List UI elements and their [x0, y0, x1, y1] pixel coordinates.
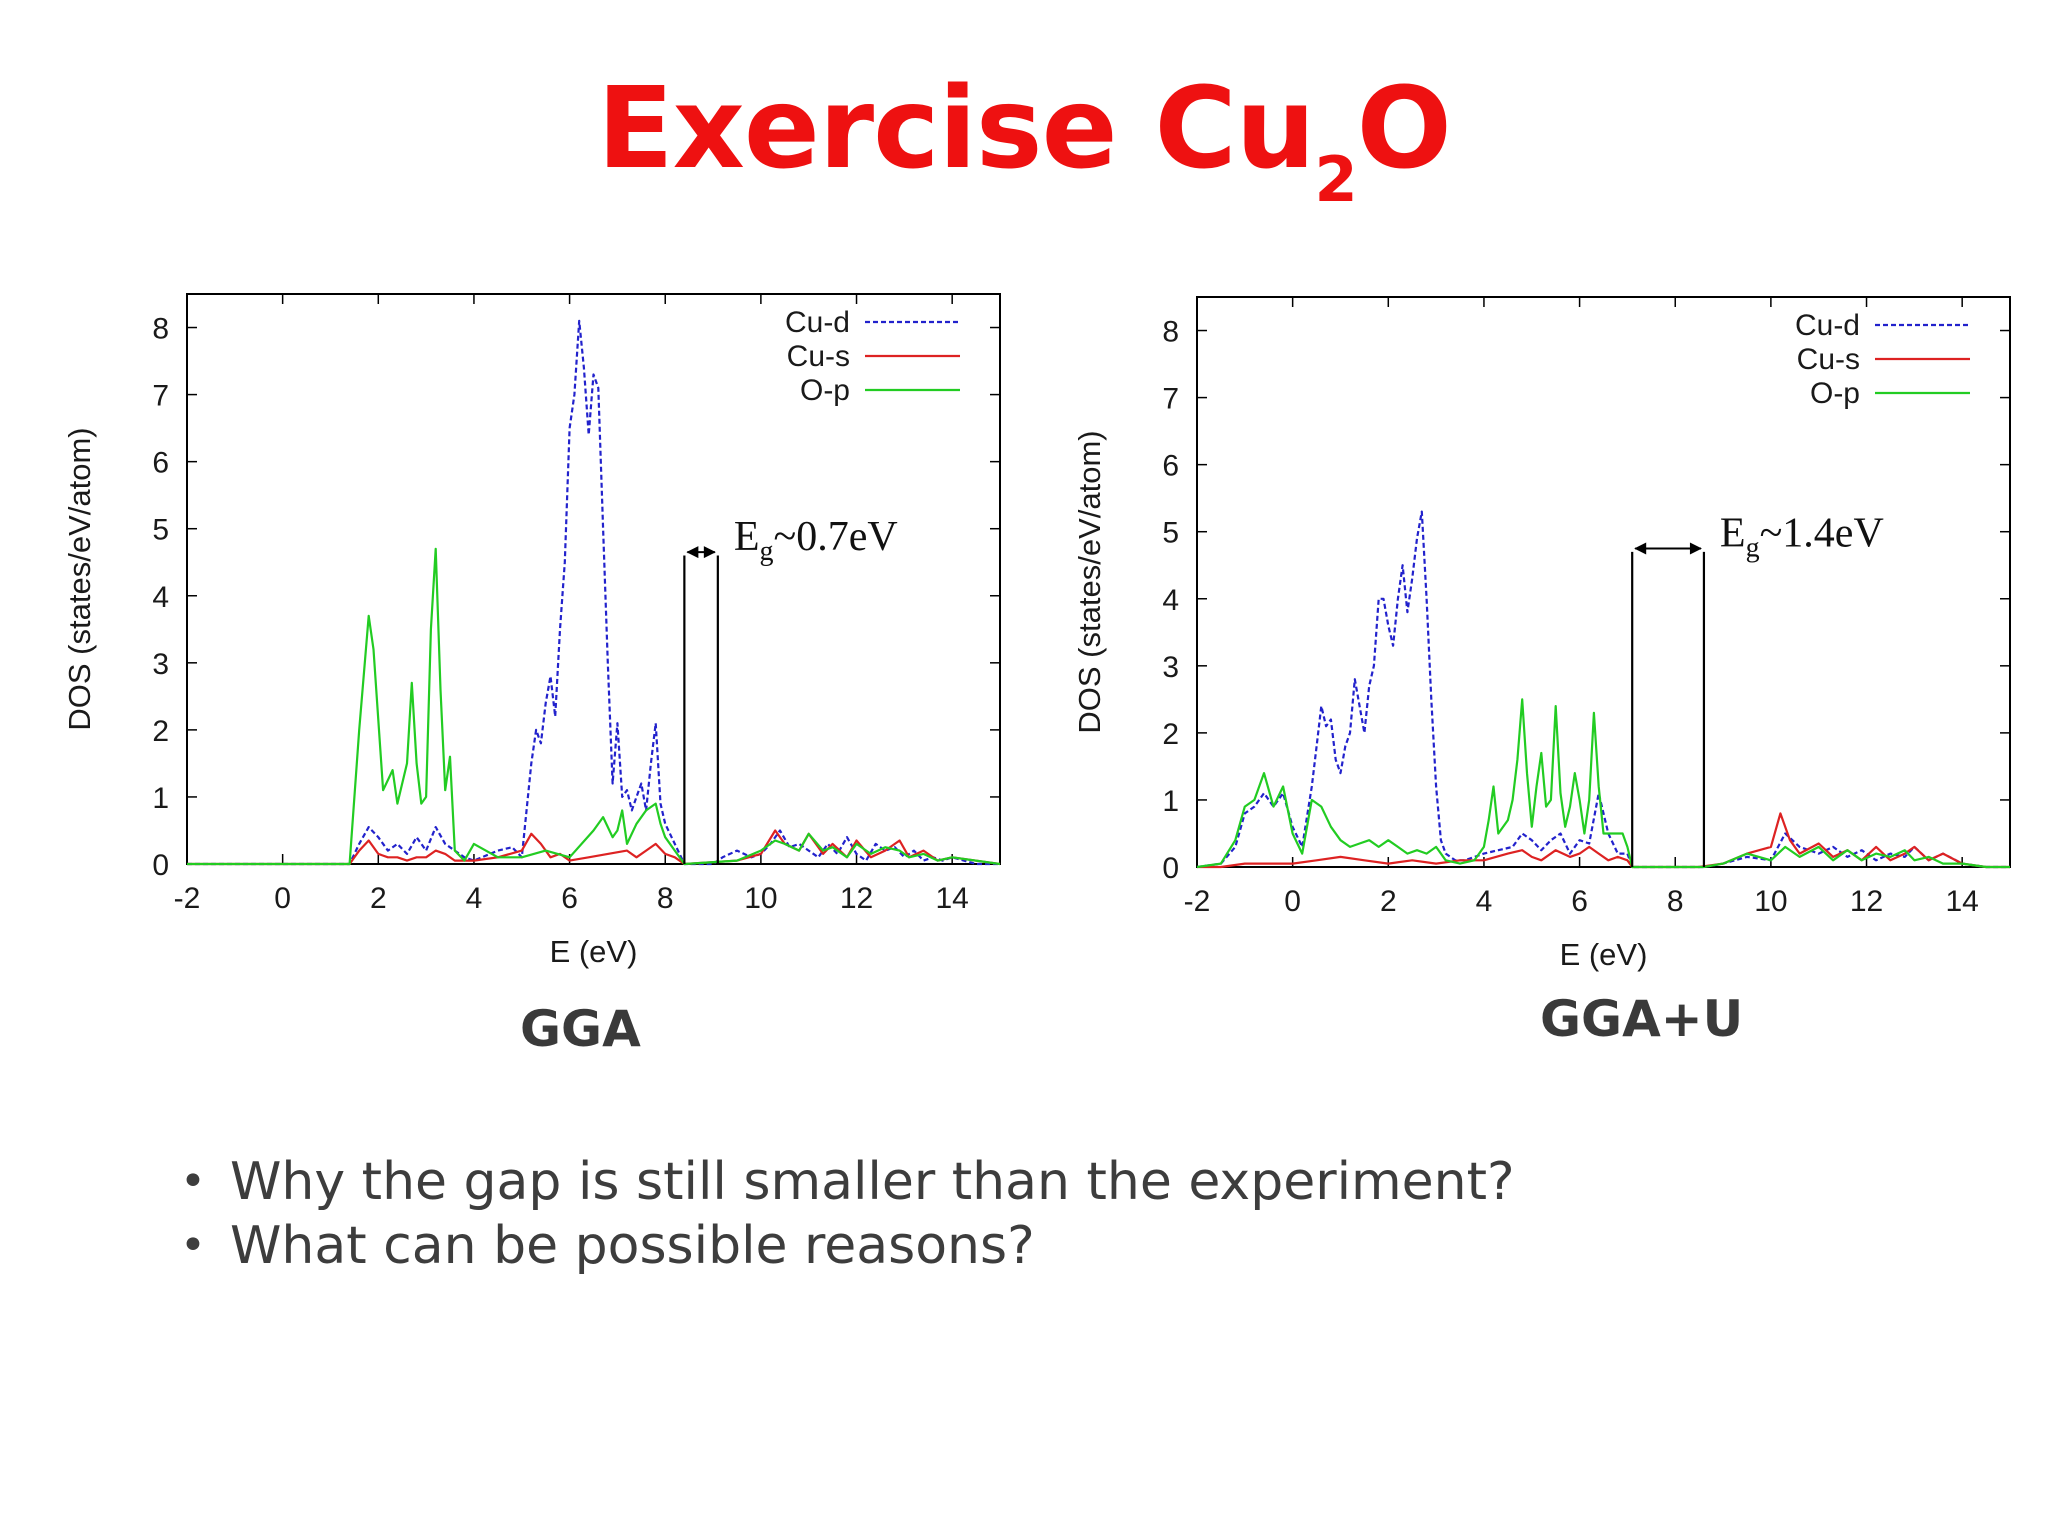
x-tick-label: 14	[935, 882, 968, 915]
legend-label: Cu-s	[1797, 343, 1860, 376]
x-tick-label: 4	[1476, 885, 1493, 918]
y-tick-label: 6	[152, 447, 169, 480]
y-tick-label: 0	[1162, 852, 1179, 885]
y-tick-label: 8	[1162, 316, 1179, 349]
caption-gga: GGA	[520, 1000, 641, 1058]
series-line-cu-d	[1196, 510, 2010, 869]
x-tick-label: 0	[274, 882, 291, 915]
title-subscript: 2	[1314, 143, 1357, 217]
x-tick-label: 10	[1754, 885, 1787, 918]
y-tick-label: 4	[1162, 584, 1179, 617]
legend-label: Cu-s	[787, 340, 850, 373]
gap-arrow-head-left	[1634, 542, 1647, 555]
title-main: Exercise Cu	[597, 64, 1315, 194]
series-line-cu-s	[1197, 812, 2010, 869]
x-tick-label: -2	[174, 882, 201, 915]
y-tick-label: 4	[152, 581, 169, 614]
x-axis-label: E (eV)	[1560, 937, 1648, 972]
y-axis-label: DOS (states/eV/atom)	[1072, 430, 1107, 733]
x-tick-label: 14	[1945, 885, 1978, 918]
x-tick-label: 0	[1284, 885, 1301, 918]
y-tick-label: 5	[152, 514, 169, 547]
x-tick-label: 12	[1850, 885, 1883, 918]
y-tick-label: 6	[1162, 450, 1179, 483]
y-tick-label: 3	[1162, 651, 1179, 684]
x-tick-label: -2	[1184, 885, 1211, 918]
legend-label: Cu-d	[1795, 309, 1860, 342]
y-tick-label: 1	[1162, 785, 1179, 818]
gap-arrow-head-right	[703, 546, 716, 559]
x-tick-label: 2	[1380, 885, 1397, 918]
plot-frame	[1196, 296, 2011, 868]
x-tick-label: 2	[370, 882, 387, 915]
series-line-cu-d	[187, 319, 1000, 866]
caption-gga-u: GGA+U	[1540, 990, 1744, 1048]
x-tick-label: 12	[840, 882, 873, 915]
y-tick-label: 8	[152, 313, 169, 346]
bullet-list: Why the gap is still smaller than the ex…	[180, 1150, 1515, 1278]
gap-arrow-head-right	[1689, 542, 1702, 555]
y-tick-label: 3	[152, 648, 169, 681]
y-tick-label: 1	[152, 782, 169, 815]
x-tick-label: 6	[1571, 885, 1588, 918]
x-tick-label: 8	[657, 882, 674, 915]
gap-label: Eg~0.7eV	[734, 514, 898, 567]
legend-label: O-p	[800, 374, 850, 407]
series-line-o-p	[187, 547, 1001, 866]
y-tick-label: 0	[152, 849, 169, 882]
bullet-item: Why the gap is still smaller than the ex…	[180, 1150, 1515, 1214]
gap-arrow-head-left	[686, 546, 699, 559]
x-tick-label: 8	[1667, 885, 1684, 918]
x-tick-label: 10	[744, 882, 777, 915]
y-axis-label: DOS (states/eV/atom)	[62, 427, 97, 730]
x-tick-label: 6	[561, 882, 578, 915]
x-axis-label: E (eV)	[550, 934, 638, 969]
y-tick-label: 7	[152, 380, 169, 413]
series-line-cu-s	[187, 829, 1001, 866]
y-tick-label: 7	[1162, 383, 1179, 416]
y-tick-label: 2	[1162, 718, 1179, 751]
plot-frame	[186, 293, 1001, 865]
series-line-o-p	[1196, 698, 2010, 869]
legend-label: O-p	[1810, 377, 1860, 410]
y-tick-label: 5	[1162, 517, 1179, 550]
slide-title: Exercise Cu2O	[0, 62, 2048, 211]
legend-label: Cu-d	[785, 306, 850, 339]
y-tick-label: 2	[152, 715, 169, 748]
bullet-item: What can be possible reasons?	[180, 1214, 1515, 1278]
title-tail: O	[1356, 64, 1452, 194]
gap-label: Eg~1.4eV	[1720, 510, 1884, 563]
x-tick-label: 4	[466, 882, 483, 915]
